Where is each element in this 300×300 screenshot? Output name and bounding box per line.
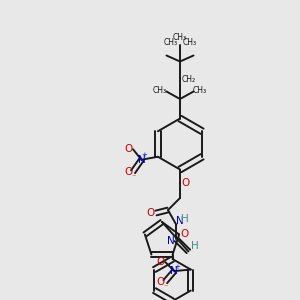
Text: N: N	[167, 236, 175, 246]
Text: H: H	[191, 241, 199, 251]
Text: CH₃: CH₃	[173, 33, 187, 42]
Text: N: N	[137, 155, 145, 165]
Text: +: +	[174, 264, 180, 270]
Text: H: H	[181, 214, 189, 224]
Text: ⁻: ⁻	[132, 172, 136, 182]
Text: CH₂: CH₂	[181, 75, 196, 84]
Text: O: O	[156, 257, 165, 267]
Text: O: O	[180, 230, 189, 239]
Text: N: N	[170, 266, 178, 276]
Text: O: O	[124, 144, 132, 154]
Text: CH₃: CH₃	[182, 38, 197, 47]
Text: CH₃: CH₃	[163, 38, 178, 47]
Text: N: N	[176, 216, 183, 226]
Text: O: O	[146, 208, 155, 218]
Text: CH₃: CH₃	[193, 86, 207, 95]
Text: O: O	[156, 277, 165, 286]
Text: ⁻: ⁻	[164, 283, 168, 292]
Text: O: O	[181, 178, 190, 188]
Text: CH₃: CH₃	[153, 86, 167, 95]
Text: O: O	[124, 167, 132, 177]
Text: +: +	[142, 152, 147, 158]
